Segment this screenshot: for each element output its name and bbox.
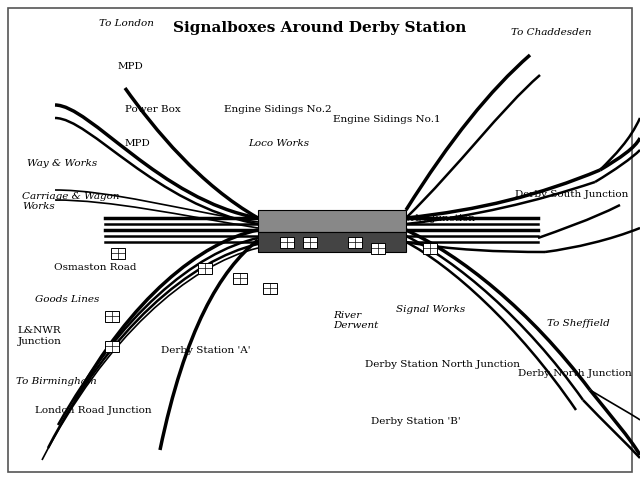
- Bar: [371, 242, 385, 253]
- Bar: [111, 248, 125, 259]
- Bar: [258, 210, 406, 232]
- Text: Goods Lines: Goods Lines: [35, 296, 100, 304]
- Bar: [348, 237, 362, 248]
- Text: Way & Works: Way & Works: [27, 159, 97, 168]
- Bar: [303, 237, 317, 248]
- Text: Derby Junction: Derby Junction: [396, 214, 475, 223]
- Bar: [258, 232, 406, 252]
- Text: Derby Station North Junction: Derby Station North Junction: [365, 360, 520, 369]
- Text: MPD: MPD: [125, 139, 150, 147]
- Text: To Sheffield: To Sheffield: [547, 320, 610, 328]
- Text: Osmaston Road: Osmaston Road: [54, 264, 137, 272]
- Bar: [233, 273, 247, 284]
- Bar: [423, 242, 437, 253]
- Text: Loco Works: Loco Works: [248, 139, 310, 147]
- Bar: [280, 237, 294, 248]
- Text: Derby North Junction: Derby North Junction: [518, 369, 632, 378]
- Bar: [105, 311, 119, 322]
- Bar: [105, 340, 119, 351]
- Text: Signal Works: Signal Works: [396, 305, 465, 314]
- Text: Derby Station 'B': Derby Station 'B': [371, 417, 461, 426]
- Text: To London: To London: [99, 19, 154, 27]
- Text: To Birmingham: To Birmingham: [16, 377, 97, 386]
- Text: Signalboxes Around Derby Station: Signalboxes Around Derby Station: [173, 21, 467, 35]
- Text: Derby Station 'A': Derby Station 'A': [161, 346, 251, 355]
- Text: Engine Sidings No.1: Engine Sidings No.1: [333, 115, 440, 123]
- Text: Carriage & Wagon
Works: Carriage & Wagon Works: [22, 192, 120, 211]
- Text: To Chaddesden: To Chaddesden: [511, 28, 591, 37]
- Text: L&NWR
Junction: L&NWR Junction: [18, 326, 62, 346]
- Text: Engine Sidings No.2: Engine Sidings No.2: [224, 105, 332, 114]
- Text: Power Box: Power Box: [125, 105, 180, 114]
- Text: Derby South Junction: Derby South Junction: [515, 190, 628, 199]
- Bar: [198, 263, 212, 274]
- Text: River
Derwent: River Derwent: [333, 311, 378, 330]
- Bar: [263, 283, 277, 293]
- Text: London Road Junction: London Road Junction: [35, 406, 152, 415]
- Text: MPD: MPD: [117, 62, 143, 71]
